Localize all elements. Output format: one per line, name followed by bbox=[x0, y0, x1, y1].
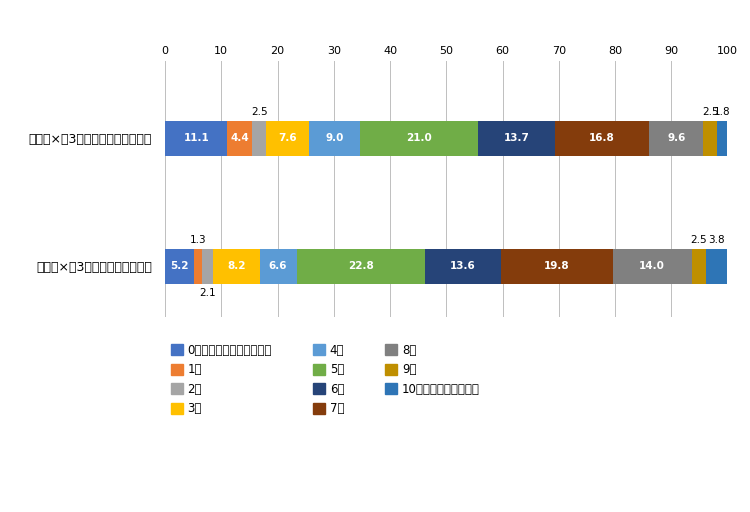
Text: 2.5: 2.5 bbox=[702, 107, 718, 117]
Bar bbox=[266, 121, 309, 156]
Bar bbox=[650, 121, 704, 156]
Text: 13.6: 13.6 bbox=[450, 261, 476, 271]
Bar bbox=[309, 121, 360, 156]
Text: 2.5: 2.5 bbox=[690, 235, 706, 245]
Bar bbox=[555, 121, 650, 156]
Text: 6.6: 6.6 bbox=[268, 261, 287, 271]
Text: 16.8: 16.8 bbox=[590, 133, 615, 143]
Bar bbox=[704, 121, 717, 156]
Bar bbox=[706, 249, 727, 284]
Text: 9.0: 9.0 bbox=[326, 133, 344, 143]
Text: 9.6: 9.6 bbox=[668, 133, 686, 143]
Text: 8.2: 8.2 bbox=[227, 261, 246, 271]
Bar bbox=[202, 249, 213, 284]
Text: 21.0: 21.0 bbox=[406, 133, 431, 143]
Bar bbox=[165, 121, 227, 156]
Bar bbox=[360, 121, 478, 156]
Bar bbox=[692, 249, 706, 284]
Bar bbox=[296, 249, 424, 284]
Bar bbox=[424, 249, 501, 284]
Bar bbox=[165, 249, 194, 284]
Bar bbox=[213, 249, 260, 284]
Bar bbox=[478, 121, 555, 156]
Text: 7.6: 7.6 bbox=[278, 133, 297, 143]
Text: 2.5: 2.5 bbox=[251, 107, 268, 117]
Bar bbox=[227, 121, 252, 156]
Text: 5.2: 5.2 bbox=[170, 261, 189, 271]
Bar bbox=[501, 249, 613, 284]
Text: 1.3: 1.3 bbox=[190, 235, 206, 245]
Text: 2.1: 2.1 bbox=[200, 288, 216, 297]
Text: 22.8: 22.8 bbox=[348, 261, 374, 271]
Bar bbox=[252, 121, 266, 156]
Text: 19.8: 19.8 bbox=[544, 261, 570, 271]
Text: 11.1: 11.1 bbox=[183, 133, 209, 143]
Text: 13.7: 13.7 bbox=[503, 133, 530, 143]
Bar bbox=[194, 249, 202, 284]
Text: 14.0: 14.0 bbox=[639, 261, 665, 271]
Bar bbox=[613, 249, 692, 284]
Text: 1.8: 1.8 bbox=[714, 107, 730, 117]
Legend: 0点最小・すすめたくない, 1点, 2点, 3点, 4点, 5点, 6点, 7点, 8点, 9点, 10点最大・すすめたい: 0点最小・すすめたくない, 1点, 2点, 3点, 4点, 5点, 6点, 7点… bbox=[171, 344, 480, 415]
Text: 3.8: 3.8 bbox=[708, 235, 724, 245]
Text: 4.4: 4.4 bbox=[230, 133, 249, 143]
Bar bbox=[717, 121, 728, 156]
Bar bbox=[260, 249, 296, 284]
